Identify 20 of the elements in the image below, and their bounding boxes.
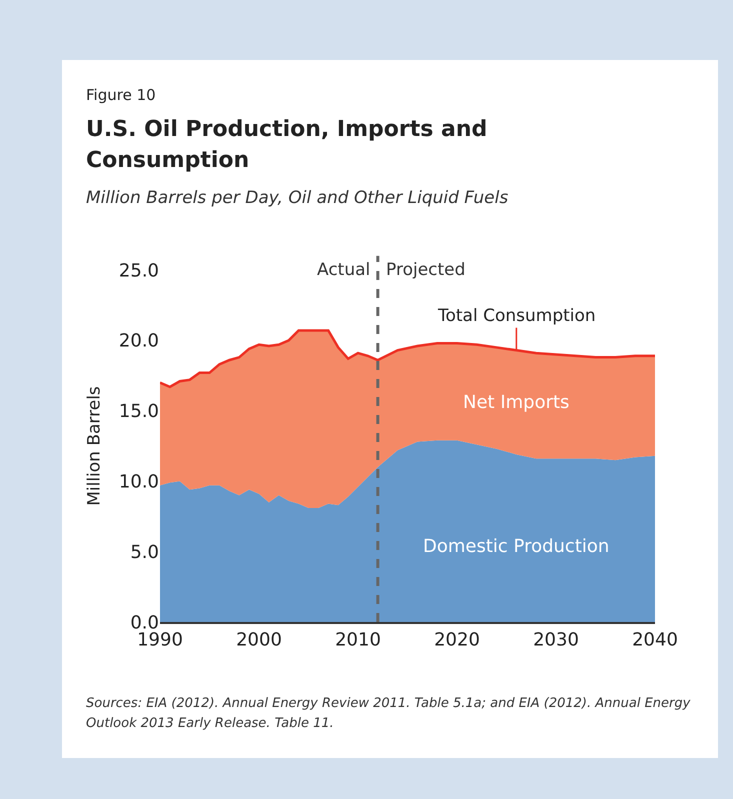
series-label: Net Imports (463, 392, 570, 413)
x-tick-label: 2000 (236, 630, 282, 651)
annotation: Total Consumption (437, 306, 596, 326)
chart-subtitle: Million Barrels per Day, Oil and Other Liquid Fuels (86, 188, 508, 208)
y-tick-label: 15.0 (118, 401, 159, 422)
y-tick-label: 10.0 (118, 472, 159, 492)
y-tick-label: 5.0 (130, 542, 159, 563)
chart-title: U.S. Oil Production, Imports and Consumption (86, 116, 488, 175)
caption: Figure 10 (86, 86, 156, 104)
x-tick-label: 2040 (632, 630, 678, 651)
annotation: Projected (386, 260, 466, 280)
source-note: Sources: EIA (2012). Annual Energy Review 2011. Table 5.1a; and EIA (2012). Annual Energy Outlook 2013 Early Release. Table 11. (86, 695, 692, 733)
y-tick-label: 25.0 (118, 260, 159, 282)
y-tick-label: 20.0 (118, 330, 159, 352)
series-label: Domestic Production (423, 536, 610, 557)
x-tick-label: 2030 (533, 630, 579, 651)
x-tick-label: 2010 (335, 630, 381, 651)
ref-line-label: Actual (317, 260, 370, 280)
x-tick-label: 2020 (434, 630, 480, 651)
y-axis-title: Million Barrels (84, 386, 104, 506)
